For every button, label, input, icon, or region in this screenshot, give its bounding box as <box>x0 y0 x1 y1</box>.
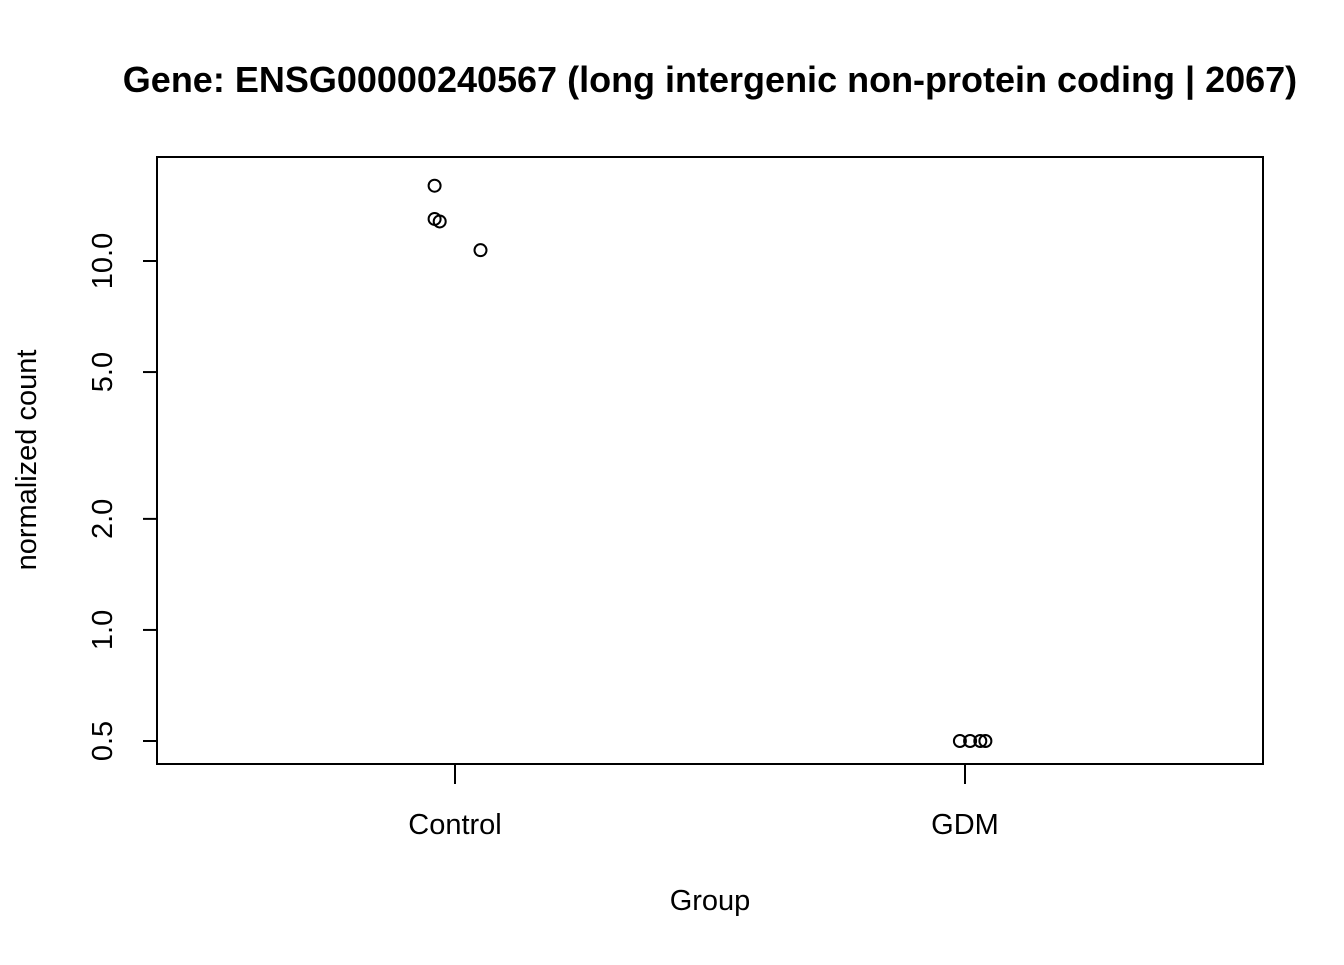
y-tick-label: 5.0 <box>87 352 119 392</box>
data-point <box>427 178 442 193</box>
y-axis: 0.5 1.0 2.0 5.0 10.0 <box>87 233 158 761</box>
x-axis-title: Group <box>670 885 751 917</box>
x-tick-label: GDM <box>931 809 999 841</box>
y-tick-label: 0.5 <box>87 721 119 761</box>
data-points <box>427 178 993 748</box>
chart-title: Gene: ENSG00000240567 (long intergenic n… <box>123 59 1297 101</box>
data-point <box>973 734 988 748</box>
plot-frame <box>156 156 1264 765</box>
data-point <box>432 214 447 229</box>
data-point <box>978 734 993 748</box>
y-tick-label: 10.0 <box>87 233 119 289</box>
data-point <box>952 734 967 748</box>
y-tick-label: 1.0 <box>87 610 119 650</box>
x-tick-label: Control <box>408 809 502 841</box>
data-point <box>473 243 488 258</box>
y-axis-title: normalized count <box>11 350 43 571</box>
x-axis: Control GDM <box>408 764 999 841</box>
data-point <box>963 734 978 748</box>
y-tick-label: 2.0 <box>87 499 119 539</box>
